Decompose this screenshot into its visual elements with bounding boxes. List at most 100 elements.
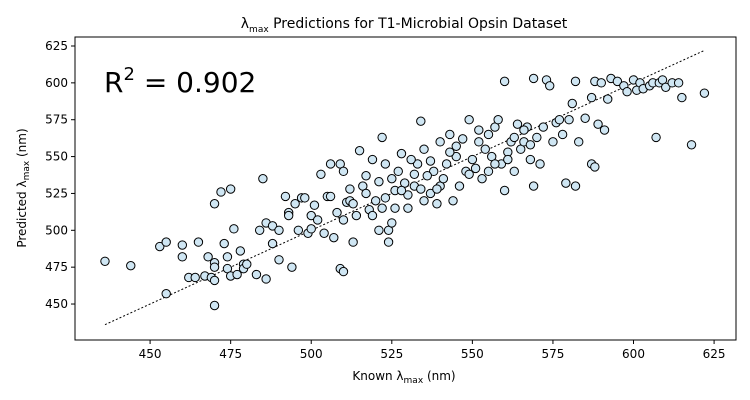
point <box>267 221 278 231</box>
point <box>574 137 584 147</box>
point <box>316 169 326 179</box>
point <box>306 224 316 234</box>
point <box>258 173 268 184</box>
point <box>300 193 310 203</box>
point <box>441 159 452 169</box>
point <box>451 141 461 151</box>
point <box>445 147 455 157</box>
point <box>387 173 397 184</box>
y-label-subscript: max <box>22 160 32 180</box>
point <box>338 215 349 225</box>
point <box>155 241 165 252</box>
x-label-subscript: max <box>404 376 424 386</box>
point <box>467 154 478 165</box>
point <box>651 132 661 143</box>
point <box>219 238 229 249</box>
point <box>403 190 413 200</box>
point <box>396 185 407 196</box>
point <box>451 151 461 162</box>
point <box>570 76 581 87</box>
point <box>209 275 220 286</box>
x-tick-label: 525 <box>380 347 403 361</box>
point <box>419 144 429 154</box>
r-squared-annotation: R2 = 0.902 <box>104 64 256 99</box>
point <box>422 171 432 181</box>
point <box>377 132 387 143</box>
point <box>512 119 523 129</box>
point <box>267 238 278 249</box>
point <box>393 166 403 177</box>
point <box>193 237 204 247</box>
point <box>509 132 519 143</box>
point <box>161 237 171 247</box>
x-label-unit: (nm) <box>423 369 455 383</box>
annotation-symbol: R <box>104 66 123 99</box>
point <box>190 272 200 283</box>
point <box>699 88 710 98</box>
point <box>590 162 600 172</box>
x-tick-label: 600 <box>622 347 645 361</box>
point <box>532 132 542 143</box>
title-subscript: max <box>249 25 269 35</box>
point <box>596 78 606 88</box>
point <box>283 210 294 221</box>
point <box>477 173 487 184</box>
point <box>412 159 423 169</box>
y-tick-label: 600 <box>45 76 68 90</box>
point <box>677 92 687 103</box>
point <box>474 137 484 147</box>
y-label-text: Predicted λ <box>15 180 29 247</box>
point <box>380 159 391 169</box>
x-tick-label: 625 <box>703 347 726 361</box>
point <box>287 262 297 272</box>
point <box>222 252 233 262</box>
point <box>338 166 349 177</box>
point <box>686 140 697 150</box>
point <box>448 196 458 206</box>
y-axis-label: Predicted λmax (nm) <box>15 128 32 247</box>
point <box>538 122 548 132</box>
y-tick-label: 500 <box>45 223 68 237</box>
point <box>432 184 442 194</box>
point <box>274 225 284 236</box>
point <box>177 240 188 250</box>
point <box>525 154 536 165</box>
point <box>319 228 329 238</box>
point <box>612 76 623 87</box>
point <box>354 145 365 156</box>
title-symbol: λ <box>241 16 249 32</box>
point <box>274 255 284 265</box>
point <box>290 199 300 209</box>
y-tick-label: 475 <box>45 260 68 274</box>
point <box>580 113 590 123</box>
x-tick-label: 575 <box>541 347 564 361</box>
point <box>225 184 236 194</box>
point <box>438 173 449 184</box>
point <box>387 218 397 228</box>
point <box>548 137 558 147</box>
point <box>673 78 684 88</box>
point <box>293 225 304 236</box>
annotation-superscript: 2 <box>123 64 134 85</box>
point <box>535 159 545 169</box>
point <box>312 215 323 225</box>
point <box>377 203 387 213</box>
point <box>464 115 474 125</box>
point <box>361 171 371 181</box>
point <box>348 237 358 247</box>
point <box>483 166 494 177</box>
point <box>435 137 445 147</box>
point <box>419 196 429 206</box>
point <box>203 252 213 262</box>
point <box>622 87 632 97</box>
point <box>126 260 136 271</box>
point <box>458 134 468 144</box>
point <box>338 266 349 277</box>
point <box>232 269 242 280</box>
point <box>403 203 413 213</box>
x-label-text: Known λ <box>352 369 403 383</box>
point <box>445 129 455 140</box>
point <box>661 82 671 92</box>
x-tick-label: 450 <box>139 347 162 361</box>
